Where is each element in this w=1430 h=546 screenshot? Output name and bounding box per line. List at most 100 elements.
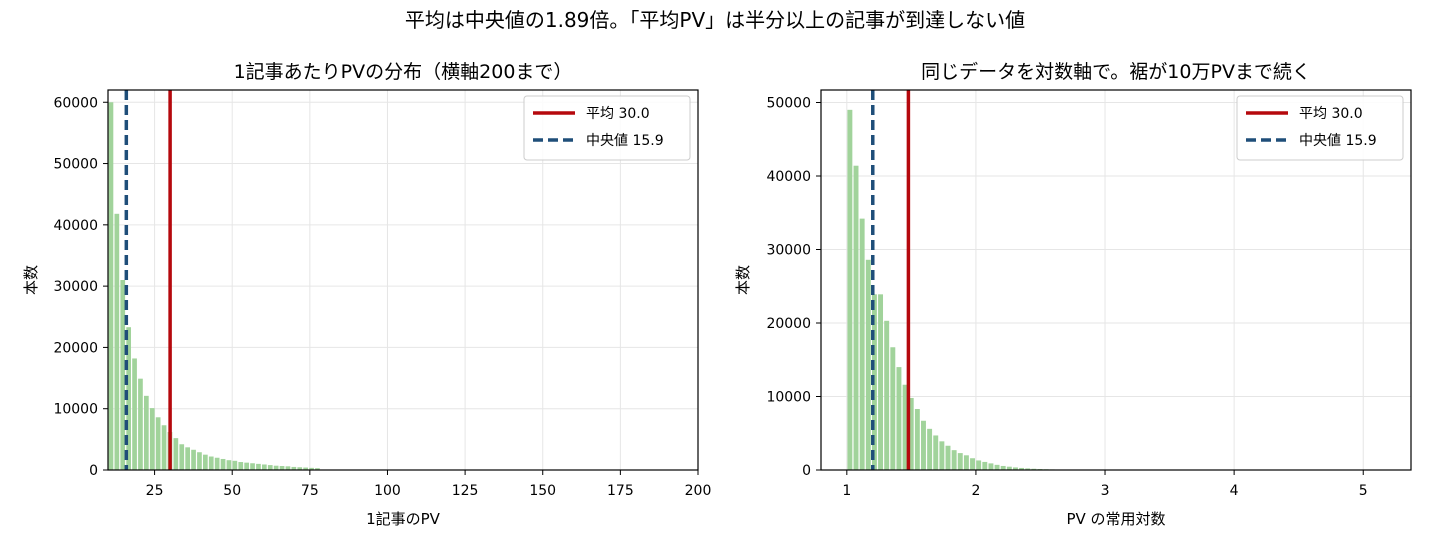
- chart-left-legend: 平均 30.0 中央値 15.9: [523, 95, 691, 161]
- legend-mean-label: 平均 30.0: [1299, 106, 1363, 122]
- bar: [250, 463, 255, 470]
- bar: [865, 259, 871, 470]
- bar: [1031, 468, 1037, 470]
- bar: [244, 462, 249, 470]
- figure-suptitle: 平均は中央値の1.89倍。「平均PV」は半分以上の記事が到達しない値: [405, 8, 1025, 32]
- bar: [908, 397, 914, 470]
- bar: [982, 461, 988, 470]
- bar: [988, 463, 994, 470]
- bar: [197, 452, 202, 470]
- x-tick-label: 1: [842, 483, 851, 499]
- bar: [878, 294, 884, 470]
- bar: [191, 449, 196, 470]
- bar: [126, 327, 131, 470]
- bar: [285, 466, 291, 470]
- x-tick-label: 2: [971, 483, 980, 499]
- bar: [161, 425, 167, 470]
- bar: [297, 467, 303, 470]
- y-tick-label: 50000: [53, 157, 98, 173]
- x-tick-label: 4: [1230, 483, 1239, 499]
- x-tick-label: 3: [1101, 483, 1110, 499]
- bar: [208, 456, 214, 470]
- bar: [921, 420, 926, 470]
- bar: [976, 460, 982, 470]
- bar: [303, 467, 308, 470]
- chart-right: 同じデータを対数軸で。裾が10万PVまで続く 1 2 3 4 5 0 10000 20000 3…: [734, 61, 1412, 528]
- x-tick-label: 200: [685, 483, 712, 499]
- chart-right-xlabel: PV の常用対数: [1066, 510, 1165, 528]
- chart-left-bars: [108, 102, 320, 471]
- y-tick-label: 40000: [766, 169, 811, 185]
- legend-median-label: 中央値 15.9: [586, 133, 664, 149]
- y-tick-label: 20000: [53, 340, 98, 356]
- bar: [291, 466, 297, 470]
- legend-mean-label: 平均 30.0: [586, 106, 650, 122]
- bar: [144, 395, 149, 470]
- chart-left-ylabel: 本数: [22, 265, 40, 295]
- bar: [847, 109, 853, 470]
- bar: [173, 438, 179, 470]
- bar: [939, 441, 945, 470]
- bar: [890, 347, 896, 470]
- y-tick-label: 30000: [766, 242, 811, 258]
- chart-right-frame: [820, 89, 1412, 471]
- bar: [1006, 466, 1012, 470]
- chart-right-title: 同じデータを対数軸で。裾が10万PVまで続く: [921, 61, 1311, 83]
- y-tick-label: 60000: [53, 95, 98, 111]
- bar: [963, 455, 969, 470]
- bar: [256, 463, 261, 470]
- chart-right-ticks: 1 2 3 4 5 0 10000 20000 30000 40000 50000: [766, 95, 1367, 499]
- bar: [120, 280, 126, 470]
- bar: [902, 384, 908, 470]
- bar: [149, 408, 155, 470]
- y-tick-label: 50000: [766, 95, 811, 111]
- x-tick-label: 75: [301, 483, 319, 499]
- bar: [933, 435, 939, 470]
- bar: [203, 454, 208, 470]
- bar: [945, 445, 951, 470]
- bar: [927, 428, 933, 470]
- bar: [108, 102, 114, 471]
- bar: [185, 447, 190, 470]
- y-tick-label: 30000: [53, 279, 98, 295]
- y-tick-label: 10000: [53, 402, 98, 418]
- bar: [914, 408, 920, 470]
- bar: [226, 460, 232, 470]
- bar: [1000, 465, 1006, 470]
- legend-median-label: 中央値 15.9: [1299, 133, 1377, 149]
- bar: [220, 458, 226, 470]
- bar: [1012, 467, 1018, 470]
- y-tick-label: 0: [89, 463, 98, 479]
- chart-left: 1記事あたりPVの分布（横軸200まで） 25 50 75 100 125 150 175 2…: [22, 61, 711, 528]
- bar: [155, 417, 161, 470]
- chart-left-reference-lines: [124, 90, 172, 470]
- bar: [315, 468, 320, 470]
- bar: [1019, 467, 1025, 470]
- y-tick-label: 20000: [766, 316, 811, 332]
- bar: [309, 467, 314, 470]
- bar: [957, 453, 963, 470]
- bar: [179, 444, 185, 470]
- bar: [970, 458, 976, 470]
- x-tick-label: 175: [607, 483, 634, 499]
- x-tick-label: 150: [529, 483, 556, 499]
- chart-right-bars: [847, 109, 1086, 470]
- x-tick-label: 50: [223, 483, 241, 499]
- bar: [279, 466, 285, 470]
- y-tick-label: 40000: [53, 218, 98, 234]
- bar: [267, 465, 273, 470]
- bar: [1025, 468, 1031, 470]
- bar: [884, 320, 890, 470]
- bar: [859, 218, 865, 470]
- chart-left-xlabel: 1記事のPV: [366, 510, 441, 528]
- y-tick-label: 0: [802, 463, 811, 479]
- chart-right-legend: 平均 30.0 中央値 15.9: [1236, 95, 1404, 161]
- bar: [132, 358, 137, 470]
- bar: [853, 165, 859, 470]
- bar: [232, 460, 238, 470]
- x-tick-label: 100: [374, 483, 401, 499]
- y-tick-label: 10000: [766, 389, 811, 405]
- bar: [896, 367, 902, 470]
- bar: [262, 464, 267, 470]
